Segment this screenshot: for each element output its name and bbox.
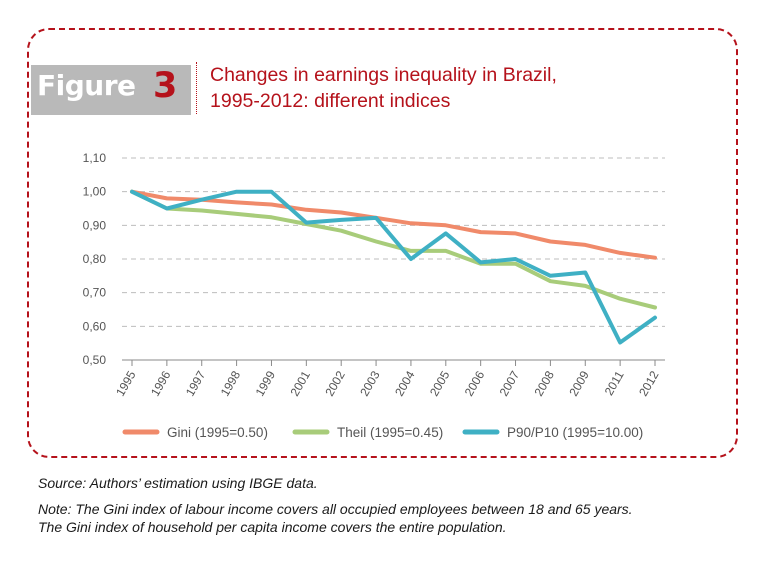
chart-title-line-2: 1995-2012: different indices	[210, 90, 451, 112]
x-tick-label: 2003	[357, 368, 383, 398]
x-tick-label: 1996	[148, 368, 174, 398]
footnote-line-2: The Gini index of household per capita i…	[38, 519, 507, 535]
x-tick-label: 2004	[392, 368, 418, 398]
x-tick-label: 2012	[636, 368, 662, 398]
x-tick-label: 1997	[183, 368, 209, 398]
legend-label: Gini (1995=0.50)	[167, 425, 268, 440]
figure-frame	[27, 28, 738, 458]
figure-badge: Figure 3	[31, 65, 191, 115]
series-layer	[130, 189, 657, 345]
chart-title-line-1: Changes in earnings inequality in Brazil…	[210, 64, 557, 86]
x-tick-label: 2005	[427, 368, 453, 398]
x-tick-label: 2002	[322, 368, 348, 398]
figure-word: Figure	[37, 69, 136, 102]
footnote-line-1: Note: The Gini index of labour income co…	[38, 501, 633, 517]
x-tick-label: 2011	[602, 368, 627, 398]
y-tick-label: 0,60	[83, 319, 107, 333]
figure-number: 3	[153, 66, 178, 106]
x-tick-label: 2006	[462, 368, 488, 398]
x-tick-label: 2008	[532, 368, 558, 398]
series-line-1	[130, 189, 657, 260]
x-tick-label: 2009	[566, 368, 592, 398]
y-tick-label: 0,80	[83, 252, 107, 266]
x-tick-label: 1998	[218, 368, 244, 398]
grid-layer	[122, 157, 665, 361]
x-axis: 1995 1996 1997 1998 1999 2001 2002 2003 2004 2005…	[113, 359, 665, 399]
y-tick-label: 0,50	[83, 353, 107, 367]
line-chart: 0,500,600,700,800,901,001,10 1995 1996 199…	[83, 151, 665, 440]
y-axis-ticks: 0,50 0,60 0,70 0,80 0,90 1,00 1,10	[83, 151, 107, 367]
source-note: Source: Authors’ estimation using IBGE d…	[38, 475, 318, 491]
x-tick-label: 1999	[253, 368, 279, 398]
y-tick-label: 0,70	[83, 286, 107, 300]
x-tick-label: 1995	[113, 368, 139, 398]
series-line-2	[130, 189, 657, 310]
y-tick-label: 0,90	[83, 218, 107, 232]
title-separator	[196, 62, 197, 114]
series-line-3	[130, 189, 657, 345]
y-tick-label: 1,10	[83, 151, 107, 165]
x-tick-label: 2007	[497, 368, 523, 398]
legend-label: P90/P10 (1995=10.00)	[507, 425, 643, 440]
legend: Gini (1995=0.50) Theil (1995=0.45) P90/P10…	[122, 425, 643, 440]
y-tick-label: 1,00	[83, 185, 107, 199]
legend-label: Theil (1995=0.45)	[337, 425, 443, 440]
x-tick-label: 2001	[287, 368, 313, 398]
